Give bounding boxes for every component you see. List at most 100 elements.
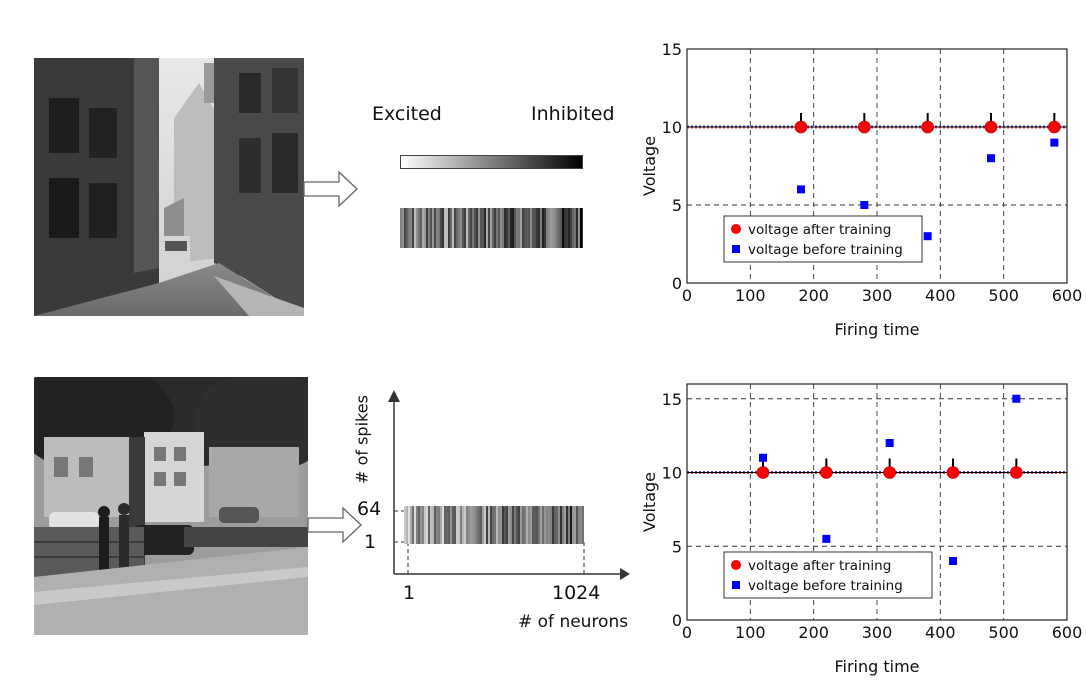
after-training-point: [820, 466, 833, 479]
spike-raster-block: [404, 506, 584, 544]
after-training-point: [858, 120, 871, 134]
raster-stripe: [410, 506, 412, 544]
code-stripe: [550, 208, 552, 248]
raster-y-tick-1: 1: [364, 531, 377, 553]
code-stripe: [408, 208, 410, 248]
raster-stripe: [516, 506, 518, 544]
x-tick-label: 300: [862, 286, 893, 305]
before-training-point: [1012, 394, 1021, 403]
after-training-point: [921, 120, 934, 134]
raster-stripe: [582, 506, 584, 544]
raster-stripe: [466, 506, 468, 544]
code-stripe: [548, 208, 550, 248]
code-stripe: [438, 208, 440, 248]
x-tick-label: 400: [925, 623, 956, 642]
raster-stripe: [446, 506, 448, 544]
raster-stripe: [542, 506, 544, 544]
raster-stripe: [490, 506, 492, 544]
raster-stripe: [458, 506, 460, 544]
x-tick-label: 300: [862, 623, 893, 642]
code-stripe: [518, 208, 520, 248]
raster-stripe: [462, 506, 464, 544]
code-stripe: [442, 208, 444, 248]
code-stripe: [510, 208, 512, 248]
y-axis-label: Voltage: [640, 136, 659, 196]
legend-marker-before: [732, 245, 740, 253]
raster-stripe: [544, 506, 546, 544]
code-stripe: [480, 208, 482, 248]
code-stripe: [416, 208, 418, 248]
before-training-point: [860, 201, 869, 209]
x-axis-label: Firing time: [834, 320, 919, 339]
y-tick-label: 10: [662, 118, 682, 137]
arrow-right-icon: [303, 170, 358, 208]
before-training-point: [885, 439, 894, 447]
legend-marker-after: [731, 560, 741, 570]
raster-stripe: [546, 506, 548, 544]
code-stripe: [520, 208, 522, 248]
code-stripe: [476, 208, 478, 248]
raster-stripe: [500, 506, 502, 544]
raster-stripe: [472, 506, 474, 544]
code-stripe: [406, 208, 408, 248]
code-stripe: [554, 208, 556, 248]
code-stripe: [504, 208, 506, 248]
code-stripe: [542, 208, 544, 248]
legend-marker-after: [731, 224, 741, 234]
raster-stripe: [558, 506, 560, 544]
raster-stripe: [442, 506, 444, 544]
before-training-point: [822, 534, 831, 543]
code-stripe: [532, 208, 534, 248]
raster-stripe: [514, 506, 516, 544]
code-stripe: [462, 208, 464, 248]
before-training-point: [923, 232, 932, 241]
code-stripe: [478, 208, 480, 248]
code-stripe: [452, 208, 454, 248]
raster-stripe: [470, 506, 472, 544]
code-stripe: [434, 208, 436, 248]
code-stripe: [404, 208, 406, 248]
code-stripe: [486, 208, 488, 248]
raster-stripe: [412, 506, 414, 544]
raster-stripe: [480, 506, 482, 544]
raster-stripe: [454, 506, 456, 544]
raster-stripe: [538, 506, 540, 544]
code-stripe: [558, 208, 560, 248]
raster-stripe: [532, 506, 534, 544]
raster-stripe: [484, 506, 486, 544]
y-tick-label: 10: [662, 464, 682, 483]
before-training-point: [1050, 138, 1059, 147]
x-tick-label: 100: [735, 286, 766, 305]
code-stripe: [496, 208, 498, 248]
code-stripe: [498, 208, 500, 248]
raster-stripe: [416, 506, 418, 544]
code-stripe: [454, 208, 456, 248]
code-stripe: [472, 208, 474, 248]
code-stripe: [526, 208, 528, 248]
raster-stripe: [570, 506, 572, 544]
code-stripe: [546, 208, 548, 248]
x-tick-label: 200: [798, 623, 829, 642]
raster-stripe: [540, 506, 542, 544]
code-stripe: [528, 208, 530, 248]
code-stripe: [422, 208, 424, 248]
x-tick-label: 0: [682, 623, 692, 642]
y-tick-label: 0: [672, 274, 682, 293]
raster-stripe: [488, 506, 490, 544]
code-stripe: [484, 208, 486, 248]
y-tick-label: 15: [662, 40, 682, 59]
code-stripe: [536, 208, 538, 248]
code-stripe: [538, 208, 540, 248]
after-training-point: [1048, 120, 1061, 134]
code-stripe: [494, 208, 496, 248]
code-stripe: [412, 208, 414, 248]
legend-label-after: voltage after training: [748, 222, 891, 238]
code-stripe: [488, 208, 490, 248]
code-stripe: [512, 208, 514, 248]
raster-x-tick-1: 1: [403, 582, 416, 604]
raster-stripe: [502, 506, 504, 544]
raster-stripe: [440, 506, 442, 544]
code-stripe: [456, 208, 458, 248]
raster-y-axis-label: # of spikes: [352, 395, 372, 484]
x-tick-label: 600: [1052, 286, 1083, 305]
